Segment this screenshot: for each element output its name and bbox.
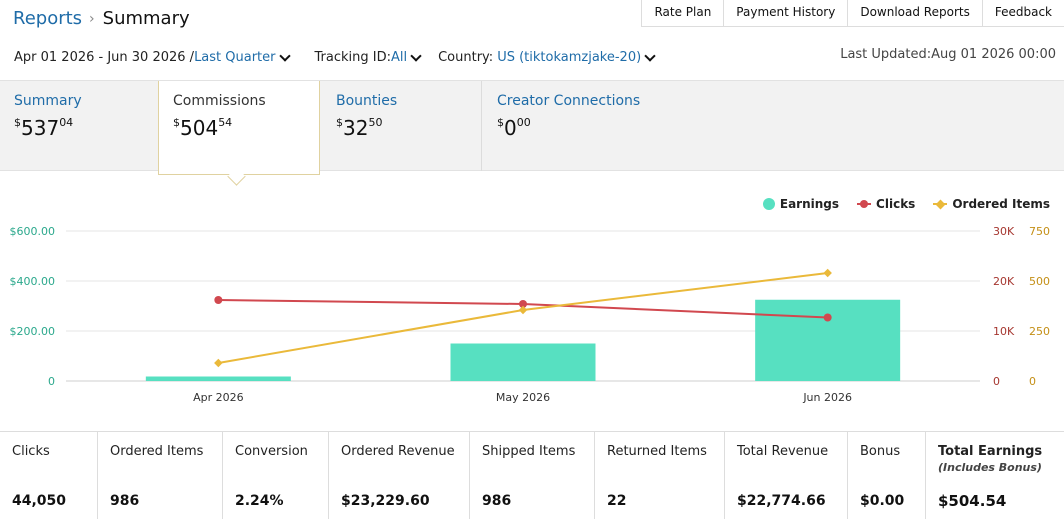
- tab-creator-connections-amount: $000: [497, 116, 531, 140]
- clicks-point: [519, 300, 527, 308]
- stat-ordered-revenue: Ordered Revenue $23,229.60: [329, 432, 470, 519]
- stat-label: Clicks: [12, 444, 50, 459]
- stat-label: Bonus: [860, 444, 901, 459]
- stat-bonus: Bonus $0.00: [848, 432, 926, 519]
- clicks-line-icon: [857, 198, 872, 210]
- x-axis-tick-label: May 2026: [496, 391, 550, 404]
- earnings-dot-icon: [762, 198, 775, 210]
- download-reports-button[interactable]: Download Reports: [847, 0, 982, 27]
- stat-label: Total Revenue: [737, 444, 829, 459]
- stats-row: Clicks 44,050 Ordered Items 986 Conversi…: [0, 431, 1064, 519]
- legend-earnings-label: Earnings: [779, 197, 840, 211]
- stat-clicks: Clicks 44,050: [0, 432, 98, 519]
- stat-total-earnings: Total Earnings (Includes Bonus) $504.54: [926, 432, 1064, 519]
- stat-value: $22,774.66: [737, 493, 826, 509]
- tab-commissions[interactable]: Commissions $50454: [158, 81, 320, 175]
- clicks-axis-tick-label: 10K: [993, 325, 1015, 338]
- tab-summary[interactable]: Summary $53704: [0, 81, 158, 171]
- tab-creator-connections[interactable]: Creator Connections $000: [483, 81, 683, 171]
- chevron-right-icon: ›: [89, 10, 95, 27]
- items-axis-tick-label: 750: [1029, 225, 1050, 238]
- stat-conversion: Conversion 2.24%: [223, 432, 329, 519]
- country-label: Country:: [438, 50, 494, 65]
- legend-ordered-items-label: Ordered Items: [952, 197, 1050, 211]
- items-axis-tick-label: 250: [1029, 325, 1050, 338]
- legend-ordered-items[interactable]: Ordered Items: [933, 197, 1050, 211]
- date-range-text: Apr 01 2026 - Jun 30 2026 /: [14, 50, 195, 65]
- country-dropdown[interactable]: US (tiktokamzjake-20): [497, 50, 642, 65]
- stat-shipped-items: Shipped Items 986: [470, 432, 595, 519]
- legend-earnings[interactable]: Earnings: [762, 197, 840, 211]
- y-axis-tick-label: $400.00: [10, 275, 56, 288]
- earnings-chart: 0 $200.00 $400.00 $600.00 0 10K 20K 30K 0 250 500 7…: [10, 225, 1051, 404]
- y-axis-tick-label: $600.00: [10, 225, 56, 238]
- stat-value: 2.24%: [235, 493, 284, 509]
- stat-total-revenue: Total Revenue $22,774.66: [725, 432, 848, 519]
- stat-value: 986: [482, 493, 512, 509]
- earnings-bar: [450, 343, 596, 381]
- stat-ordered-items: Ordered Items 986: [98, 432, 223, 519]
- last-updated-text: Last Updated:Aug 01 2026 00:00: [840, 47, 1056, 62]
- summary-tabs: Summary $53704 Commissions $50454 Bounti…: [0, 80, 1064, 175]
- top-nav: Rate Plan Payment History Download Repor…: [641, 0, 1064, 27]
- ordered-items-point: [823, 268, 832, 278]
- breadcrumb-reports-link[interactable]: Reports: [13, 8, 83, 29]
- tab-bounties-label: Bounties: [336, 93, 398, 109]
- tab-creator-connections-label: Creator Connections: [497, 93, 641, 109]
- clicks-axis-tick-label: 0: [993, 375, 1000, 388]
- date-preset-dropdown[interactable]: Last Quarter: [194, 50, 276, 65]
- stat-sublabel: (Includes Bonus): [938, 461, 1042, 474]
- y-axis-tick-label: 0: [48, 375, 55, 388]
- earnings-bar: [145, 376, 291, 381]
- stat-value: 44,050: [12, 493, 67, 509]
- clicks-point: [214, 296, 223, 304]
- tab-divider: [481, 81, 482, 171]
- ordered-items-line-icon: [933, 198, 948, 210]
- y-axis-tick-label: $200.00: [10, 325, 56, 338]
- chevron-down-icon[interactable]: [410, 49, 422, 62]
- stat-value: $23,229.60: [341, 493, 430, 509]
- ordered-items-point: [518, 305, 528, 315]
- stat-returned-items: Returned Items 22: [595, 432, 725, 519]
- page-title: Summary: [102, 8, 190, 29]
- tab-commissions-amount: $50454: [173, 116, 233, 140]
- chevron-down-icon[interactable]: [278, 49, 291, 62]
- tab-commissions-label: Commissions: [173, 93, 266, 109]
- stat-value: $0.00: [860, 493, 905, 509]
- stat-label: Shipped Items: [482, 444, 576, 459]
- stat-label: Ordered Items: [110, 444, 204, 459]
- tracking-id-label: Tracking ID:: [314, 50, 391, 65]
- breadcrumb: Reports › Summary: [13, 8, 190, 29]
- rate-plan-button[interactable]: Rate Plan: [641, 0, 724, 27]
- clicks-axis-tick-label: 20K: [993, 275, 1015, 288]
- tab-summary-label: Summary: [14, 93, 82, 109]
- chevron-down-icon[interactable]: [644, 49, 656, 62]
- x-axis-tick-label: Apr 2026: [193, 391, 244, 404]
- feedback-button[interactable]: Feedback: [981, 0, 1064, 27]
- filter-bar: Apr 01 2026 - Jun 30 2026 / Last Quarter…: [14, 49, 660, 65]
- tab-summary-amount: $53704: [14, 116, 74, 140]
- tracking-id-dropdown[interactable]: All: [390, 50, 408, 65]
- stat-label: Conversion: [235, 444, 308, 459]
- stat-label: Ordered Revenue: [341, 444, 455, 459]
- legend-clicks[interactable]: Clicks: [857, 197, 915, 211]
- tab-bounties-amount: $3250: [336, 116, 383, 140]
- stat-label: Returned Items: [607, 444, 707, 459]
- items-axis-tick-label: 500: [1029, 275, 1050, 288]
- stat-value: $504.54: [938, 492, 1007, 510]
- clicks-axis-tick-label: 30K: [993, 225, 1015, 238]
- stat-label: Total Earnings: [938, 444, 1043, 459]
- stat-value: 986: [110, 493, 140, 509]
- earnings-bar: [755, 299, 901, 381]
- payment-history-button[interactable]: Payment History: [723, 0, 848, 27]
- x-axis-tick-label: Jun 2026: [802, 391, 852, 404]
- clicks-point: [823, 313, 832, 322]
- legend-clicks-label: Clicks: [876, 197, 916, 211]
- ordered-items-point: [214, 358, 223, 368]
- stat-value: 22: [607, 493, 627, 509]
- chart-legend: Earnings Clicks Ordered Items: [745, 197, 1050, 211]
- tab-bounties[interactable]: Bounties $3250: [322, 81, 480, 171]
- items-axis-tick-label: 0: [1029, 375, 1036, 388]
